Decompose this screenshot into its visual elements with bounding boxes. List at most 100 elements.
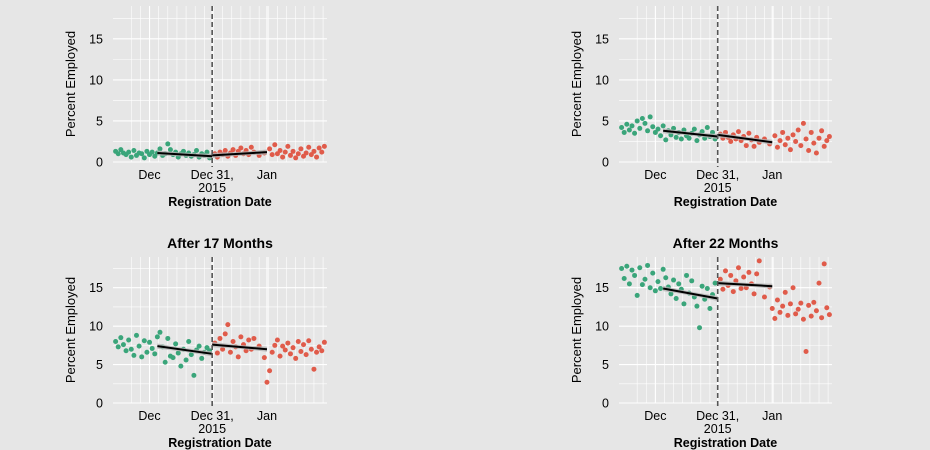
data-point-after: [293, 355, 299, 361]
data-point-before: [655, 126, 661, 132]
data-point-after: [819, 128, 825, 134]
data-point-after: [295, 339, 301, 345]
data-point-before: [684, 272, 690, 278]
data-point-after: [826, 312, 832, 318]
data-point-after: [311, 366, 317, 372]
data-point-after: [790, 132, 796, 138]
data-point-before: [673, 295, 679, 301]
data-point-before: [673, 134, 679, 140]
data-point-before: [204, 149, 210, 155]
data-point-before: [637, 265, 643, 271]
data-point-after: [733, 278, 739, 284]
data-point-after: [751, 291, 757, 297]
data-point-after: [280, 343, 286, 349]
data-point-after: [287, 351, 293, 357]
data-point-before: [652, 288, 658, 294]
data-point-after: [319, 348, 325, 354]
x-tick-label: Dec 31, 2015: [191, 409, 234, 436]
data-point-before: [655, 279, 661, 285]
data-point-after: [321, 143, 327, 149]
data-point-before: [660, 266, 666, 272]
data-point-after: [826, 134, 832, 140]
data-point-after: [777, 138, 783, 144]
data-point-before: [167, 147, 173, 153]
data-point-after: [793, 138, 799, 144]
data-point-after: [821, 261, 827, 267]
data-point-before: [175, 350, 181, 356]
data-point-before: [196, 343, 202, 349]
x-tick-label: Jan: [257, 409, 277, 423]
data-point-after: [803, 349, 809, 355]
data-point-after: [306, 144, 312, 150]
data-point-before: [126, 149, 132, 155]
data-point-after: [295, 151, 301, 157]
data-point-after: [290, 148, 296, 154]
y-tick-label: 10: [595, 73, 609, 87]
y-tick-label: 0: [602, 156, 609, 170]
data-point-before: [149, 149, 155, 155]
data-point-before: [144, 349, 150, 355]
data-point-after: [301, 342, 307, 348]
y-tick-label: 5: [96, 358, 103, 372]
data-point-after: [811, 299, 817, 305]
data-point-after: [303, 150, 309, 156]
x-tick-label: Dec: [644, 168, 666, 182]
data-point-after: [306, 338, 312, 344]
data-point-after: [772, 315, 778, 321]
data-point-after: [774, 297, 780, 303]
data-point-after: [277, 353, 283, 359]
data-point-before: [694, 138, 700, 144]
data-point-before: [131, 352, 137, 358]
data-point-after: [780, 303, 786, 309]
data-point-after: [220, 346, 226, 352]
data-point-after: [793, 311, 799, 317]
x-axis-title: Registration Date: [168, 436, 272, 450]
data-point-before: [686, 135, 692, 141]
data-point-before: [152, 351, 158, 357]
data-point-after: [280, 154, 286, 160]
data-point-after: [723, 268, 728, 274]
data-point-before: [154, 334, 160, 340]
data-point-after: [728, 272, 734, 278]
data-point-before: [191, 372, 197, 378]
data-point-after: [222, 331, 228, 337]
fit-line: [663, 129, 718, 138]
data-point-after: [282, 149, 288, 155]
data-point-after: [735, 129, 741, 135]
data-point-before: [663, 275, 669, 281]
data-point-after: [316, 344, 322, 350]
y-tick-label: 10: [89, 320, 103, 334]
data-point-after: [298, 349, 304, 355]
y-tick-label: 0: [96, 397, 103, 411]
data-point-before: [658, 286, 664, 292]
data-point-after: [741, 274, 747, 280]
x-tick-label: Jan: [257, 168, 277, 182]
data-point-after: [225, 322, 231, 328]
data-point-before: [126, 337, 132, 343]
data-point-after: [720, 286, 726, 292]
y-tick-label: 5: [602, 358, 609, 372]
data-point-after: [274, 337, 280, 343]
data-point-before: [178, 363, 184, 369]
data-point-after: [277, 148, 283, 154]
data-point-before: [149, 345, 155, 351]
data-point-before: [162, 359, 168, 365]
data-point-before: [626, 127, 632, 133]
y-tick-label: 5: [602, 114, 609, 128]
panel-4: After 22 Months 0 5 10 15 Dec Dec 31, 2015 Jan Re…: [569, 235, 832, 450]
x-tick-label: Dec 31, 2015: [696, 168, 739, 195]
data-point-before: [645, 262, 651, 268]
data-point-before: [165, 335, 171, 341]
data-point-after: [756, 258, 762, 264]
data-point-after: [264, 379, 270, 385]
data-point-after: [746, 130, 752, 136]
data-point-after: [321, 339, 327, 345]
y-axis-title: Percent Employed: [63, 31, 78, 137]
data-point-before: [133, 332, 139, 338]
data-point-before: [645, 128, 651, 134]
data-point-after: [267, 368, 273, 374]
data-point-after: [285, 143, 291, 149]
data-point-after: [816, 280, 822, 286]
data-point-before: [691, 126, 697, 132]
data-point-before: [118, 335, 124, 341]
